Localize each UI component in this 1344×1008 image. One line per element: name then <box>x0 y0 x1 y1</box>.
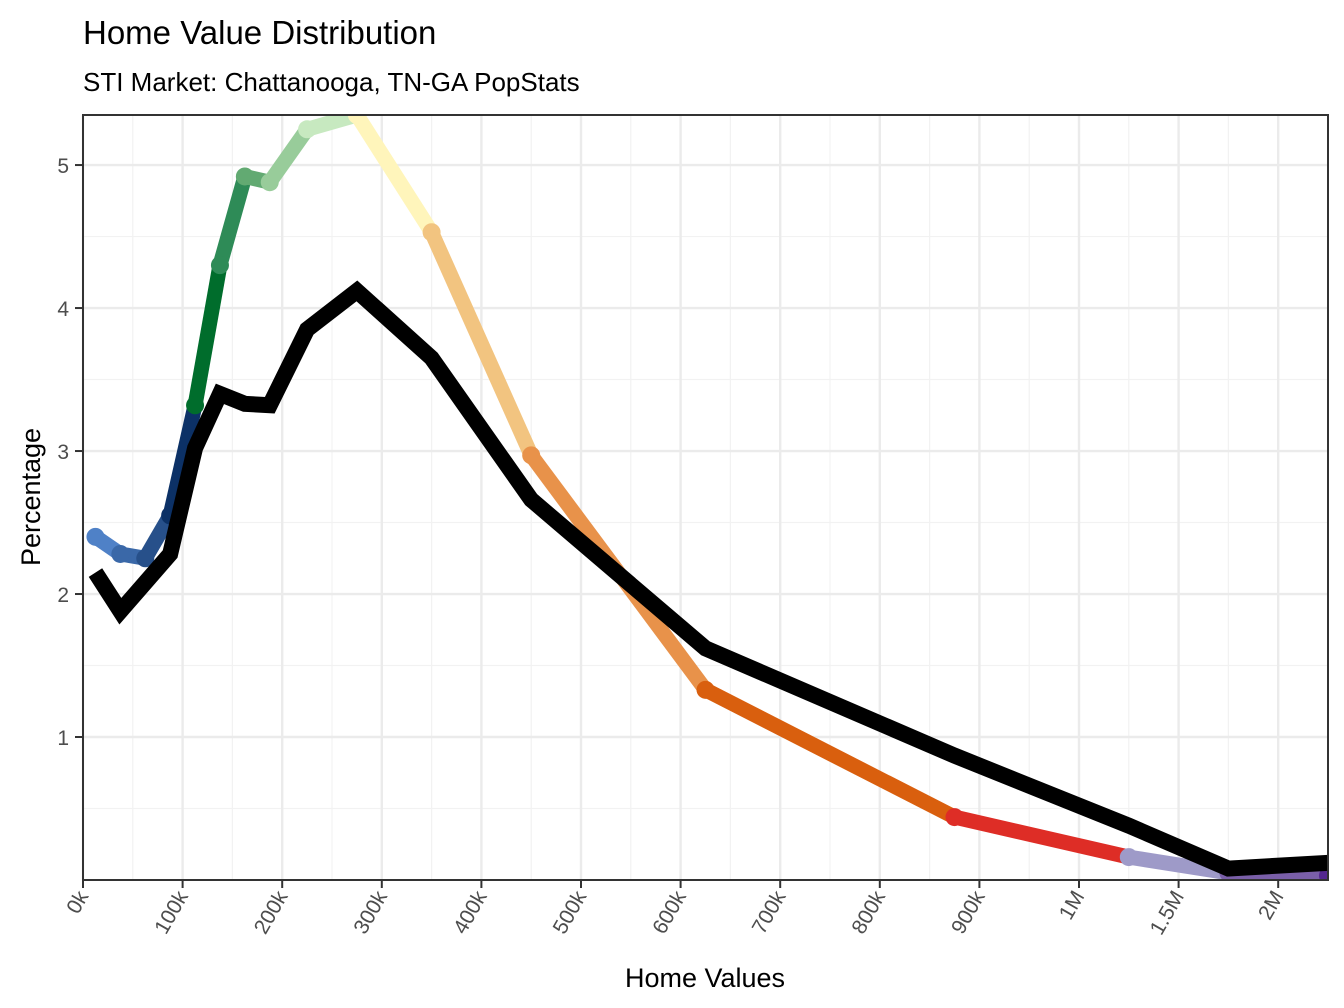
chart-subtitle: STI Market: Chattanooga, TN-GA PopStats <box>83 67 580 97</box>
data-lines <box>86 115 1328 880</box>
series-group <box>86 115 1328 880</box>
x-tick-label: 0k <box>62 887 93 918</box>
y-tick-label: 2 <box>57 584 69 607</box>
colored-series-point <box>696 680 715 699</box>
x-tick-label: 400k <box>449 887 492 938</box>
colored-series-point <box>347 115 366 124</box>
y-tick-label: 4 <box>57 298 69 321</box>
x-axis-title: Home Values <box>625 963 785 993</box>
y-tick-label: 5 <box>57 155 69 178</box>
gridlines <box>81 115 1328 880</box>
y-tick-label: 3 <box>57 441 69 464</box>
x-tick-label: 800k <box>847 887 890 938</box>
x-tick-label: 700k <box>748 887 791 938</box>
x-tick-label: 200k <box>250 887 293 938</box>
x-tick-label: 1M <box>1055 887 1090 924</box>
y-axis-title: Percentage <box>16 428 46 566</box>
plot-border <box>82 114 1329 881</box>
colored-series-segment <box>187 263 228 407</box>
colored-series-point <box>210 256 229 275</box>
colored-series-point <box>945 808 964 827</box>
colored-series-segment <box>350 115 438 237</box>
colored-series-segment <box>162 403 203 518</box>
colored-series-point <box>111 544 130 563</box>
colored-series-segment <box>952 809 1131 865</box>
chart-title: Home Value Distribution <box>83 14 436 51</box>
colored-series-segment <box>702 683 958 824</box>
colored-series-point <box>422 223 441 242</box>
colored-series-segment <box>212 174 253 268</box>
colored-series-segment <box>1127 849 1230 880</box>
colored-series-point <box>260 173 279 192</box>
colored-series-point <box>1119 848 1138 867</box>
colored-series-point <box>136 549 155 568</box>
colored-series-point <box>235 167 254 186</box>
x-tick-label: 900k <box>947 887 990 938</box>
colored-series-segment <box>424 229 539 459</box>
colored-series-segment <box>263 124 314 187</box>
x-tick-label: 500k <box>549 887 592 938</box>
colored-series-point <box>86 527 105 546</box>
colored-series-point <box>298 120 317 139</box>
colored-series-point <box>186 396 205 415</box>
colored-series-point <box>522 446 541 465</box>
x-tick-label: 100k <box>150 887 193 938</box>
y-tick-label: 1 <box>57 727 69 750</box>
x-tick-label: 300k <box>349 887 392 938</box>
x-tick-label: 600k <box>648 887 691 938</box>
black-series-line <box>88 280 1328 877</box>
x-tick-label: 2M <box>1254 887 1289 924</box>
x-tick-label: 1.5M <box>1146 887 1189 939</box>
